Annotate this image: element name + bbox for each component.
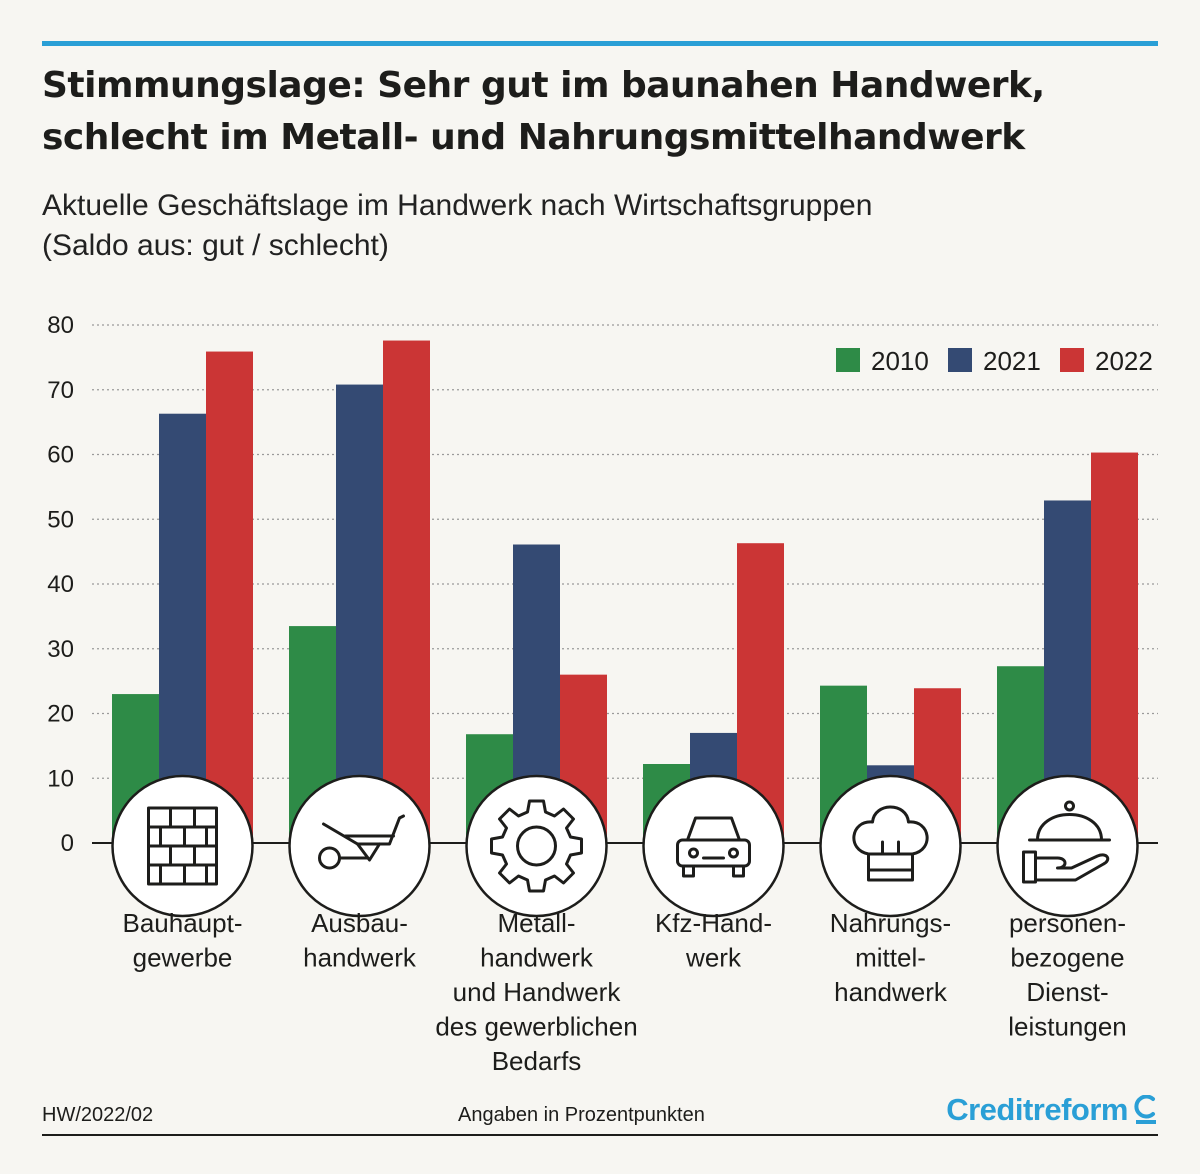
category-label-line: Dienst- [1026,977,1108,1007]
bottom-rule [42,1134,1158,1136]
category-label-line: Metall- [497,908,575,938]
footer-note: Angaben in Prozentpunkten [458,1104,705,1126]
wheelbarrow-icon [288,774,431,918]
category-label-line: Bauhaupt- [123,908,243,938]
footer-code: HW/2022/02 [42,1104,154,1126]
legend-label: 2022 [1095,346,1153,376]
category-label-line: Kfz-Hand- [655,908,772,938]
legend-swatch [836,348,860,372]
bar-2022-1 [206,351,253,843]
chart-subtitle: Aktuelle Geschäftslage im Handwerk nach … [42,186,1158,266]
car-icon-glyph [676,816,751,878]
bar-2022-6 [1091,452,1138,843]
icon-circle [642,774,785,918]
chart-title-line-1: Stimmungslage: Sehr gut im baunahen Hand… [42,65,1045,106]
legend-item-2021: 2021 [948,346,1041,376]
category-label-line: leistungen [1008,1012,1127,1042]
icon-circle [996,774,1139,918]
brick-wall-icon-glyph [147,806,218,886]
category-label: Metall-handwerk und Handwerk des gewerblic… [435,908,637,1076]
y-tick-label: 30 [47,636,74,663]
legend: 2010 2021 2022 [836,346,1153,376]
category-label-line: Nahrungs- [830,908,951,938]
serving-cloche-hand-icon [996,774,1139,918]
gear-icon-glyph [490,799,583,893]
category-label: Ausbau-handwerk [303,908,417,973]
bar-2021-1 [159,413,206,843]
brand-name: Creditreform [946,1092,1128,1127]
legend-item-2022: 2022 [1060,346,1153,376]
category-label-line: handwerk [303,943,417,973]
legend-item-2010: 2010 [836,346,929,376]
chef-hat-icon [819,774,962,918]
legend-swatch [948,348,972,372]
category-label-line: werk [685,943,742,973]
bars [112,340,1138,843]
serving-cloche-hand-icon-glyph [1022,800,1111,884]
y-tick-label: 80 [47,312,74,339]
chart-title: Stimmungslage: Sehr gut im baunahen Hand… [42,60,1158,164]
category-label-line: Bedarfs [492,1046,582,1076]
chart-title-line-2: schlecht im Metall- und Nahrungsmittelha… [42,117,1025,158]
category-label-line: handwerk [834,977,948,1007]
category-label: Bauhaupt-gewerbe [123,908,243,973]
category-label: personen-bezogene Dienst-leistungen [1008,908,1127,1042]
category-label-line: gewerbe [133,943,233,973]
icon-circle [465,774,608,918]
category-label-line: personen- [1009,908,1126,938]
wheelbarrow-icon-glyph [318,814,405,870]
y-tick-label: 0 [61,830,74,857]
y-tick-label: 20 [47,701,74,728]
car-icon [642,774,785,918]
bar-chart: 0 10 20 30 40 50 60 70 80 Bauhaupt-gewerbe Ausbau… [47,312,1158,1076]
bar-2021-2 [336,384,383,843]
creditreform-logo: Creditreform [946,1092,1158,1128]
top-accent-rule [42,41,1158,46]
category-label-line: mittel- [855,943,926,973]
brand-swoosh-icon [1134,1095,1156,1124]
chef-hat-icon-glyph [852,805,929,882]
chart-subtitle-line-1: Aktuelle Geschäftslage im Handwerk nach … [42,189,873,222]
y-tick-label: 50 [47,506,74,533]
bar-2022-2 [383,340,430,843]
category-label-line: handwerk [480,943,594,973]
category-label-line: Ausbau- [311,908,408,938]
category-label: Kfz-Hand-werk [655,908,772,973]
category-label-line: bezogene [1010,943,1124,973]
category-labels: Bauhaupt-gewerbeAusbau-handwerkMetall-ha… [123,908,1127,1076]
brick-wall-icon [111,774,254,918]
category-icons [111,774,1139,918]
gear-icon [465,774,608,918]
y-tick-label: 40 [47,571,74,598]
legend-swatch [1060,348,1084,372]
y-axis-ticks: 0 10 20 30 40 50 60 70 80 [47,312,74,857]
icon-circle [819,774,962,918]
y-tick-label: 60 [47,442,74,469]
legend-label: 2021 [983,346,1041,376]
category-label-line: des gewerblichen [435,1012,637,1042]
y-tick-label: 70 [47,377,74,404]
chart-subtitle-line-2: (Saldo aus: gut / schlecht) [42,229,389,262]
legend-label: 2010 [871,346,929,376]
category-label: Nahrungs-mittel-handwerk [830,908,951,1007]
y-tick-label: 10 [47,765,74,792]
category-label-line: und Handwerk [453,977,622,1007]
